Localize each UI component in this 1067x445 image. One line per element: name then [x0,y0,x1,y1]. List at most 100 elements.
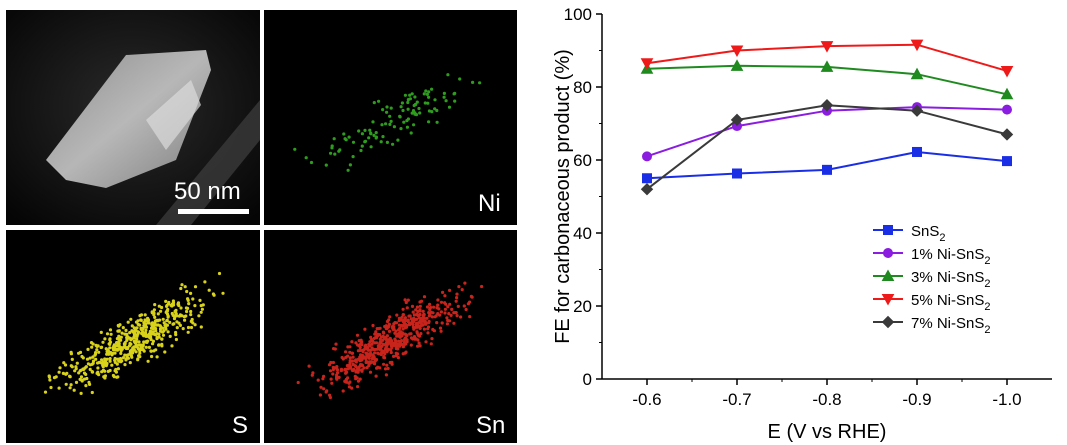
map-dot [335,373,339,377]
map-dot [361,356,366,360]
map-dot [394,354,398,358]
map-dot [381,135,385,139]
map-dot [415,324,419,328]
map-dot [362,366,366,370]
map-dot [436,298,440,302]
map-dot [393,337,397,341]
map-dot [150,354,154,359]
data-point [642,151,652,162]
map-dot [304,156,308,160]
map-dot [401,352,405,356]
map-dot [48,378,52,382]
map-dot [139,343,143,347]
map-dot [203,280,207,284]
legend-marker [881,315,895,329]
map-dot [363,327,367,331]
series-3-ni-sns [640,59,1014,100]
map-dot [359,355,363,359]
map-dot [322,387,326,391]
map-dot [177,314,181,318]
map-dot [402,120,406,124]
map-dot [155,335,159,339]
map-dot [356,379,361,383]
map-dot [152,308,156,312]
map-dot [404,342,408,346]
map-dot [378,347,382,351]
sn-element-map [296,281,484,400]
map-dot [156,312,160,316]
map-dot [131,348,136,352]
map-dot [139,318,143,322]
map-dot [360,343,364,347]
data-point [820,99,834,112]
y-tick-label: 40 [573,224,592,243]
map-dot [404,325,409,329]
map-dot [434,314,438,318]
map-dot [90,390,94,395]
map-dot [149,335,153,339]
map-dot [347,135,351,139]
map-dot [418,309,422,313]
map-dot [418,319,422,323]
map-dot [430,315,434,319]
map-dot [455,296,459,300]
x-tick-label: -1.0 [992,390,1021,409]
map-dot [351,355,355,359]
data-point [912,146,922,157]
map-dot [88,356,92,360]
map-dot [385,350,389,354]
map-dot [130,329,134,333]
map-dot [132,339,136,343]
map-dot [435,120,439,124]
map-dot [158,318,162,322]
map-dot [445,316,449,320]
map-dot [460,288,464,292]
map-dot [176,302,180,306]
data-point [1000,65,1014,78]
map-dot [382,362,386,366]
map-dot [221,291,225,295]
map-dot [400,101,404,105]
map-dot [139,327,143,331]
map-dot [415,100,419,104]
map-dot [418,111,422,115]
legend-item: 1% Ni-SnS2 [873,246,990,267]
map-dot [331,365,335,370]
data-point [1000,128,1014,141]
y-tick-label: 0 [583,370,592,389]
map-dot [106,369,110,373]
map-dot [413,337,417,341]
map-dot [368,351,373,355]
map-dot [381,334,385,338]
map-dot [95,371,99,375]
map-dot [174,337,178,342]
map-dot [382,351,386,355]
map-dot [448,288,452,292]
data-point [820,41,834,53]
map-dot [443,307,447,311]
map-dot [371,339,375,343]
map-dot [388,114,392,118]
map-dot [370,342,374,346]
map-dot [128,331,132,335]
map-dot [182,315,186,319]
map-dot [341,357,345,361]
map-dot [456,304,460,308]
map-dot [422,92,426,96]
map-dot [418,324,422,329]
map-dot [385,334,389,338]
map-dot [412,123,416,127]
map-dot [377,99,381,103]
map-dot [179,306,183,310]
map-dot [355,333,360,337]
map-dot [399,342,403,347]
map-dot [379,340,383,344]
map-dot [108,357,112,361]
map-dot [374,136,378,140]
map-dot [108,337,112,341]
map-dot [371,323,375,328]
map-dot [356,370,360,374]
map-dot [397,323,401,327]
map-dot [427,90,431,94]
